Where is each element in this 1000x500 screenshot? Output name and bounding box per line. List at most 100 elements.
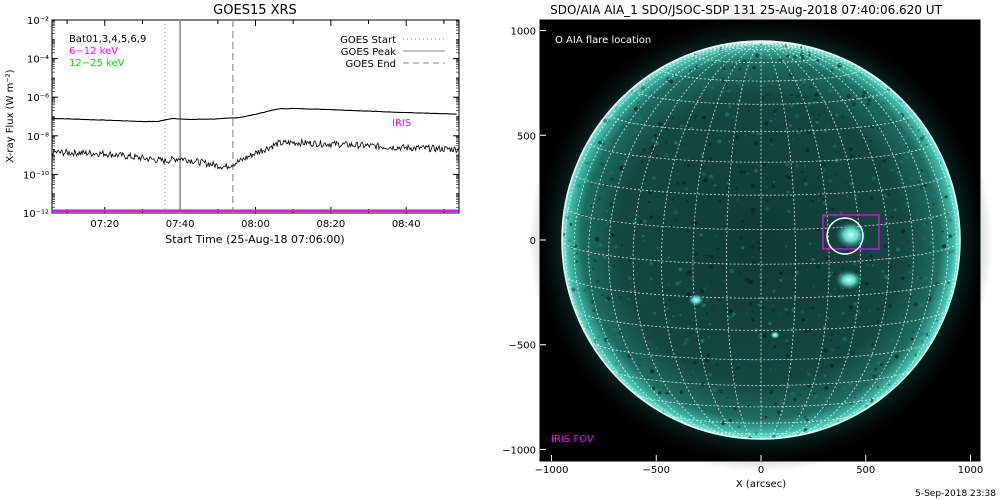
sun-texture-speck — [953, 234, 955, 236]
sun-texture-speck — [708, 323, 712, 326]
sun-texture-speck — [740, 403, 743, 406]
sun-texture-speck — [638, 364, 641, 367]
sun-texture-speck — [801, 310, 805, 314]
sun-texture-speck — [825, 256, 830, 261]
sun-texture-speck — [786, 312, 789, 315]
sun-texture-speck — [613, 265, 616, 268]
sun-texture-speck — [789, 103, 794, 108]
heliographic-grid — [562, 41, 960, 439]
sun-texture-speck — [872, 176, 876, 180]
sun-texture-speck — [675, 346, 679, 350]
sun-texture-speck — [641, 154, 644, 157]
sun-texture-speck — [689, 126, 694, 130]
sun-texture-speck — [735, 187, 739, 191]
sun-texture-speck — [919, 186, 923, 190]
sun-texture-speck — [727, 407, 730, 409]
sun-texture-speck — [917, 129, 920, 132]
sun-texture-speck — [895, 147, 898, 150]
sun-texture-speck — [649, 145, 652, 148]
sun-texture-speck — [921, 134, 926, 139]
sun-texture-speck — [714, 234, 717, 237]
sun-texture-speck — [884, 158, 888, 161]
sun-texture-speck — [763, 283, 766, 285]
goes-series — [51, 107, 460, 213]
sun-texture-speck — [808, 54, 811, 57]
sun-texture-speck — [727, 140, 731, 143]
sun-texture-speck — [774, 402, 777, 406]
sun-texture-speck — [920, 303, 925, 308]
sun-texture-speck — [917, 303, 921, 307]
sun-texture-speck — [793, 55, 797, 59]
sun-texture-speck — [670, 356, 674, 359]
sun-texture-speck — [606, 142, 611, 147]
sun-texture-speck — [784, 129, 787, 132]
sun-texture-speck — [574, 244, 577, 248]
sun-texture-speck — [922, 236, 926, 240]
helio-grid-line — [564, 42, 762, 403]
sun-texture-speck — [836, 126, 840, 130]
helio-grid-line — [697, 428, 825, 435]
sun-texture-speck — [654, 382, 656, 385]
sun-texture-speck — [787, 60, 790, 62]
sun-texture-speck — [792, 138, 794, 141]
sun-texture-speck — [685, 403, 689, 407]
sun-texture-speck — [589, 323, 592, 325]
sun-texture-speck — [703, 162, 706, 165]
sun-texture-speck — [614, 362, 618, 366]
sun-texture-speck — [571, 287, 576, 292]
sun-texture-speck — [882, 356, 885, 359]
sun-texture-speck — [748, 280, 753, 285]
sun-texture-speck — [654, 134, 657, 137]
sun-texture-speck — [692, 157, 694, 159]
sun-texture-speck — [824, 386, 829, 390]
sun-texture-speck — [675, 281, 680, 286]
sun-texture-speck — [594, 236, 600, 241]
sun-texture-speck — [766, 177, 768, 180]
sun-texture-speck — [824, 396, 829, 401]
sun-texture-speck — [700, 345, 702, 347]
sun-texture-speck — [916, 276, 920, 281]
sun-texture-speck — [847, 94, 852, 99]
sun-texture-speck — [609, 170, 614, 175]
sun-texture-speck — [944, 195, 948, 199]
sun-texture-speck — [779, 399, 784, 404]
sun-texture-speck — [706, 353, 711, 358]
sun-texture-speck — [679, 367, 682, 370]
sun-texture-speck — [829, 363, 834, 368]
sun-texture-speck — [601, 293, 604, 296]
sun-texture-speck — [699, 233, 703, 237]
sun-texture-speck — [695, 378, 699, 381]
sun-texture-speck — [690, 277, 694, 281]
sun-texture-speck — [726, 73, 729, 76]
sun-texture-speck — [592, 309, 595, 313]
sun-texture-speck — [758, 334, 763, 338]
aia-x-ticks: −1000 −500 0 500 1000 — [535, 455, 983, 476]
sun-texture-speck — [741, 219, 745, 223]
sun-texture-speck — [858, 154, 861, 157]
sun-texture-speck — [598, 197, 601, 200]
sun-texture-speck — [736, 80, 741, 85]
sun-texture-speck — [669, 225, 673, 229]
sun-texture-speck — [785, 339, 789, 343]
sun-texture-speck — [803, 321, 806, 324]
sun-texture-speck — [764, 416, 768, 419]
sun-texture-speck — [871, 343, 875, 347]
sun-texture-speck — [771, 305, 774, 307]
sun-texture-speck — [581, 213, 584, 216]
sun-texture-speck — [882, 101, 885, 104]
sun-texture-speck — [925, 143, 928, 146]
sun-texture-speck — [773, 345, 777, 349]
sun-texture-speck — [890, 168, 894, 172]
sun-texture-speck — [679, 390, 684, 395]
sun-texture-speck — [752, 268, 755, 270]
aia-x-tick-label: 500 — [856, 465, 875, 476]
sun-texture-speck — [924, 270, 927, 273]
sun-texture-speck — [823, 56, 827, 59]
sun-texture-speck — [583, 183, 588, 187]
sun-texture-speck — [910, 177, 914, 181]
sun-texture-speck — [724, 215, 727, 217]
sun-texture-speck — [901, 229, 906, 234]
goes-x-tick-label: 08:20 — [316, 219, 345, 230]
sun-texture-speck — [728, 327, 731, 330]
